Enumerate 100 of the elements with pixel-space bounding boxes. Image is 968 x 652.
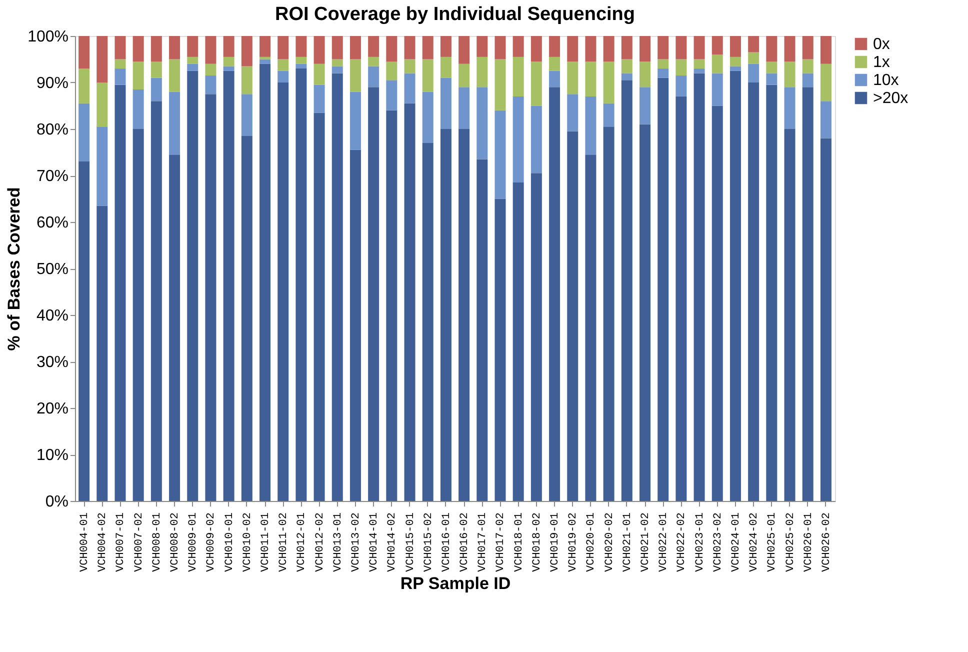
x-tick-label: VCH009-02 (206, 512, 218, 572)
y-tick-label: 40% (36, 308, 68, 324)
bar (260, 56, 270, 60)
bar (350, 92, 361, 150)
bar (260, 64, 270, 501)
bar (766, 36, 778, 62)
bar (296, 36, 307, 57)
bar (512, 56, 524, 96)
bar (96, 126, 108, 206)
bar (314, 84, 325, 113)
bar (332, 66, 343, 74)
y-tick-label: 10% (36, 447, 68, 464)
x-tick-label: VCH015-01 (404, 512, 417, 572)
x-axis-title: RP Sample ID (400, 574, 511, 593)
bar (676, 96, 687, 501)
bar (187, 36, 198, 57)
bar (368, 66, 380, 88)
bar (458, 129, 470, 501)
y-axis-title: % of Bases Covered (4, 187, 24, 351)
bar (78, 103, 90, 162)
x-tick-label: VCH021-01 (622, 512, 634, 572)
bar (530, 106, 542, 174)
bar (332, 73, 343, 501)
y-tick-label: 30% (36, 354, 68, 371)
bar (712, 73, 723, 106)
bar (241, 94, 252, 136)
bar (132, 62, 144, 90)
x-tick-label: VCH014-01 (368, 512, 381, 572)
bar (404, 59, 416, 74)
bar (187, 70, 198, 501)
bar (802, 59, 814, 74)
bar (96, 206, 108, 501)
y-tick-label: 20% (36, 400, 68, 418)
bar (404, 36, 416, 60)
x-tick-label: VCH015-02 (422, 512, 435, 572)
bar (169, 36, 180, 60)
bar (748, 82, 760, 501)
x-tick-label: VCH025-01 (766, 512, 779, 572)
bar (494, 110, 506, 199)
bar (512, 36, 524, 57)
bar (296, 68, 307, 501)
bar (205, 36, 216, 64)
bar (567, 94, 578, 132)
x-tick-label: VCH026-01 (802, 512, 815, 572)
bar (187, 56, 198, 64)
x-tick-label: VCH024-01 (730, 512, 742, 572)
bar (784, 36, 796, 62)
bar (278, 36, 289, 60)
bar (567, 62, 578, 94)
y-tick-label: 50% (36, 261, 68, 278)
y-tick-label: 70% (36, 168, 68, 185)
x-tick-label: VCH021-02 (640, 512, 652, 572)
bar (205, 76, 216, 94)
bar (296, 64, 307, 69)
bar (223, 70, 234, 501)
x-tick-label: VCH020-01 (586, 512, 598, 572)
x-tick-label: VCH013-01 (332, 512, 344, 572)
x-tick-label: VCH009-01 (188, 512, 200, 572)
bar (150, 36, 162, 62)
bar (314, 112, 325, 501)
bar (549, 70, 560, 88)
bar (658, 36, 669, 60)
bar (96, 36, 108, 82)
bar (658, 78, 669, 501)
bar (332, 36, 343, 60)
bar (440, 78, 452, 129)
bar (476, 36, 488, 57)
bar (494, 36, 506, 60)
x-tick-label: VCH023-02 (712, 512, 724, 572)
bar (169, 92, 180, 155)
bar (712, 36, 723, 55)
bar (766, 62, 778, 74)
bar (494, 59, 506, 110)
x-tick-label: VCH008-02 (170, 512, 182, 572)
bar (458, 64, 470, 88)
bar (784, 62, 796, 88)
bar (422, 59, 434, 92)
bar (748, 36, 760, 52)
bar (530, 62, 542, 106)
bar (96, 82, 108, 127)
x-tick-label: VCH011-01 (260, 512, 272, 572)
bar (603, 126, 614, 501)
legend-label: 1x (873, 54, 890, 71)
bar (476, 87, 488, 160)
bar (169, 59, 180, 92)
x-tick-label: VCH014-02 (386, 512, 399, 572)
x-tick-label: VCH016-01 (440, 512, 453, 572)
bar (640, 124, 650, 501)
bar (603, 36, 614, 62)
bar (567, 131, 578, 501)
x-tick-label: VCH018-01 (513, 512, 526, 572)
bar (585, 154, 596, 501)
bar (187, 64, 198, 71)
bar (458, 36, 470, 64)
x-tick-label: VCH011-02 (278, 512, 290, 572)
bar (150, 62, 162, 78)
bar (78, 68, 90, 104)
x-tick-label: VCH020-02 (604, 512, 616, 572)
bar (694, 73, 705, 501)
x-tick-label: VCH004-01 (79, 512, 92, 572)
